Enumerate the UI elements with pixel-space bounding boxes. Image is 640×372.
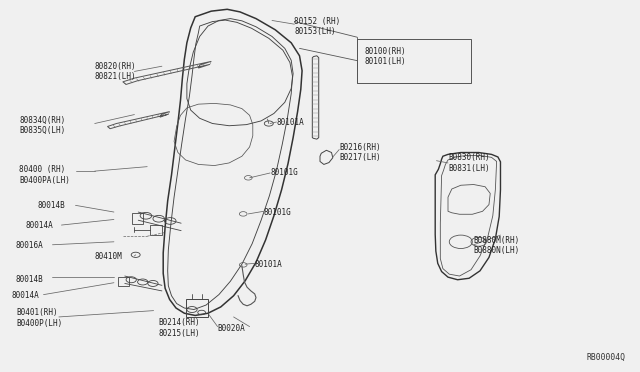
Text: B0830(RH)
B0831(LH): B0830(RH) B0831(LH) xyxy=(448,153,490,173)
Bar xyxy=(118,277,129,286)
Text: B0401(RH)
B0400P(LH): B0401(RH) B0400P(LH) xyxy=(16,308,62,328)
Text: 80400 (RH)
B0400PA(LH): 80400 (RH) B0400PA(LH) xyxy=(19,165,70,185)
Text: 80101G: 80101G xyxy=(264,208,291,217)
Bar xyxy=(357,39,471,83)
Text: B0214(RH)
80215(LH): B0214(RH) 80215(LH) xyxy=(159,318,200,338)
Text: 80014A: 80014A xyxy=(12,291,39,300)
Text: 80014B: 80014B xyxy=(37,201,65,210)
Bar xyxy=(186,299,208,317)
Text: 80152 (RH)
80153(LH): 80152 (RH) 80153(LH) xyxy=(294,17,340,36)
Text: 80410M: 80410M xyxy=(95,252,122,261)
Text: 80834Q(RH)
B0835Q(LH): 80834Q(RH) B0835Q(LH) xyxy=(19,116,65,135)
Text: B0020A: B0020A xyxy=(218,324,245,333)
Text: B0216(RH)
B0217(LH): B0216(RH) B0217(LH) xyxy=(339,143,381,162)
Text: 80101A: 80101A xyxy=(276,118,304,126)
Text: 80820(RH)
80821(LH): 80820(RH) 80821(LH) xyxy=(95,62,136,81)
Text: 80016A: 80016A xyxy=(16,241,44,250)
Text: RB00004Q: RB00004Q xyxy=(587,353,626,362)
Bar xyxy=(132,213,143,224)
Text: 80100(RH)
80101(LH): 80100(RH) 80101(LH) xyxy=(365,47,406,66)
Text: B0880M(RH)
B0880N(LH): B0880M(RH) B0880N(LH) xyxy=(474,236,520,255)
Text: 80014A: 80014A xyxy=(26,221,53,230)
Text: 80101A: 80101A xyxy=(255,260,282,269)
Text: 80014B: 80014B xyxy=(16,275,44,283)
Text: 80101G: 80101G xyxy=(270,169,298,177)
Bar xyxy=(150,225,162,235)
